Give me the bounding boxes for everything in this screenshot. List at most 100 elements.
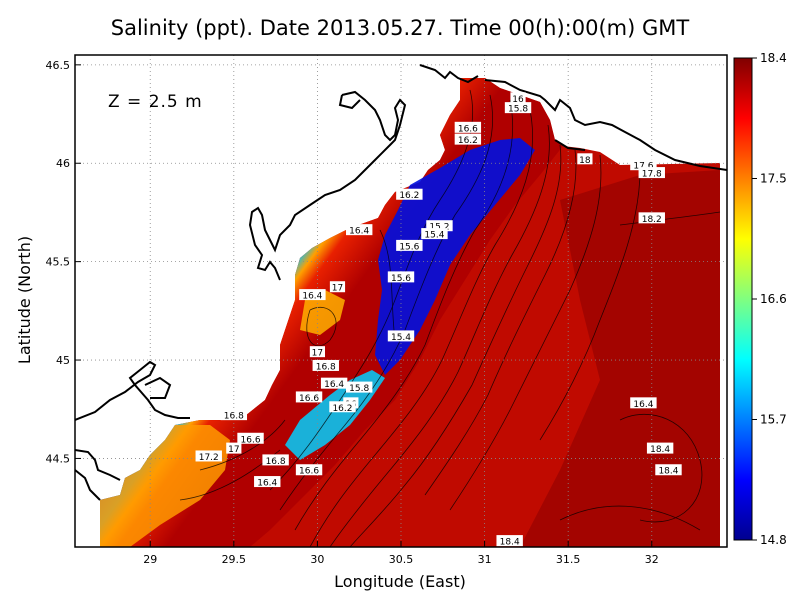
- contour-label-text: 16.2: [399, 191, 419, 201]
- contour-label: 15.8: [504, 102, 532, 115]
- contour-label-bg: [226, 442, 242, 454]
- contour-label-text: 16.8: [316, 362, 336, 372]
- contour-labels: 1615.816.616.21817.617.816.218.215.216.4…: [195, 92, 682, 548]
- contour-label: 16: [510, 92, 526, 105]
- contour-label: 17: [226, 442, 242, 455]
- contour-label: 16.4: [630, 397, 657, 410]
- contour-label-text: 15.4: [424, 231, 444, 241]
- contour-label-bg: [262, 454, 289, 466]
- contour-label-bg: [630, 159, 657, 171]
- contour-label-text: 16.4: [257, 479, 277, 489]
- contour-label-bg: [309, 346, 326, 358]
- contour-label-text: 15.8: [508, 105, 528, 115]
- contour-label-bg: [237, 432, 264, 444]
- y-tick-label: 44.5: [46, 452, 71, 465]
- warm-pocket-north: [300, 290, 345, 335]
- colorbar-tick-label: 16.6: [760, 292, 787, 306]
- contour-label-bg: [655, 464, 682, 476]
- contour-label-bg: [220, 409, 248, 421]
- contour-label-text: 18.4: [658, 467, 678, 477]
- contour-label-bg: [312, 359, 339, 371]
- plot-area: [75, 55, 727, 547]
- contour-label-text: 18.4: [650, 445, 670, 455]
- contour-label-text: 18: [579, 156, 591, 166]
- colorbar: [733, 57, 753, 541]
- contour-label-bg: [454, 133, 482, 145]
- contour-label-bg: [630, 397, 657, 409]
- contour-label: 15.4: [387, 330, 415, 343]
- contour-label: 16.8: [220, 409, 248, 422]
- contour-label: 16.6: [295, 391, 323, 404]
- map-title: Salinity (ppt). Date 2013.05.27. Time 00…: [111, 16, 690, 40]
- colorbar-tick-label: 14.8: [760, 533, 787, 547]
- y-tick-label: 46.5: [46, 59, 71, 72]
- contour-label-text: 17.2: [199, 453, 219, 463]
- contour-label-bg: [346, 224, 373, 236]
- contour-label-text: 16.8: [266, 457, 286, 467]
- contour-label: 16.4: [254, 476, 281, 489]
- contour-label: 16.2: [396, 188, 423, 201]
- contour-label-text: 18.4: [500, 538, 520, 548]
- contour-label-bg: [387, 330, 415, 342]
- contour-label-bg: [295, 464, 323, 476]
- contour-label: 16.8: [312, 359, 339, 372]
- contour-label: 16.2: [329, 401, 356, 414]
- contour-label: 16.6: [295, 464, 323, 477]
- y-tick-label: 46: [56, 157, 70, 170]
- contour-label-bg: [646, 442, 674, 454]
- x-tick-label: 32: [645, 553, 659, 566]
- contour-label-text: 16.6: [299, 394, 319, 404]
- contour-label-bg: [396, 188, 423, 200]
- contour-label-text: 16.6: [241, 435, 261, 445]
- x-tick-label: 29: [143, 553, 157, 566]
- y-axis-ticks: 44.5 45 45.5 46 46.5: [46, 59, 81, 465]
- contour-label-text: 16.4: [349, 227, 369, 237]
- contour-label: 16.6: [454, 121, 482, 134]
- contour-label-bg: [496, 535, 523, 547]
- contour-label-bg: [320, 377, 348, 389]
- contour-label-text: 16.6: [299, 467, 319, 477]
- contour-label-text: 15.8: [349, 384, 369, 394]
- contour-label-bg: [504, 102, 532, 114]
- contour-label-bg: [387, 271, 415, 283]
- colorbar-tick-label: 15.7: [760, 413, 787, 427]
- x-tick-label: 30.5: [389, 553, 414, 566]
- coastline: [75, 64, 727, 501]
- contour-label-text: 17: [332, 284, 343, 294]
- contour-label-text: 17.6: [633, 162, 653, 172]
- contour-label: 16.6: [237, 432, 264, 445]
- contour-label: 15.2: [426, 220, 453, 233]
- contour-label: 16.4: [299, 289, 326, 302]
- contour-label-bg: [426, 220, 453, 232]
- y-axis-label: Latitude (North): [15, 236, 34, 364]
- contour-label: 15.6: [387, 271, 415, 284]
- contour-label-text: 16.2: [458, 136, 478, 146]
- contour-label-bg: [421, 228, 448, 240]
- contour-label-text: 16: [512, 95, 524, 105]
- contour-label-text: 18.2: [642, 215, 662, 225]
- contour-label: 18.2: [638, 212, 665, 225]
- contour-label-text: 17.8: [642, 170, 662, 180]
- contour-lines: [179, 89, 721, 547]
- contour-label: 17: [309, 346, 326, 359]
- contour-label: 15.4: [421, 228, 448, 241]
- colorbar-tick-label: 18.4: [760, 51, 787, 65]
- x-tick-label: 31: [478, 553, 492, 566]
- contour-label-text: 16.4: [324, 380, 344, 390]
- grid-lines: [75, 55, 727, 547]
- contour-label-bg: [346, 381, 373, 393]
- contour-label-text: 17: [228, 445, 239, 455]
- contour-label: 16.4: [346, 224, 373, 237]
- contour-label-text: 15.6: [391, 274, 411, 284]
- depth-label: Z = 2.5 m: [108, 92, 203, 112]
- contour-label: 18.4: [646, 442, 674, 455]
- contour-label-bg: [510, 92, 526, 104]
- contour-label: 16.4: [320, 377, 348, 390]
- contour-label: 17.6: [630, 159, 657, 172]
- contour-label: 18: [577, 153, 593, 166]
- contour-label-text: 15.4: [391, 333, 411, 343]
- contour-label-text: 16.2: [332, 404, 352, 414]
- x-tick-label: 29.5: [222, 553, 247, 566]
- contour-label-bg: [299, 289, 326, 301]
